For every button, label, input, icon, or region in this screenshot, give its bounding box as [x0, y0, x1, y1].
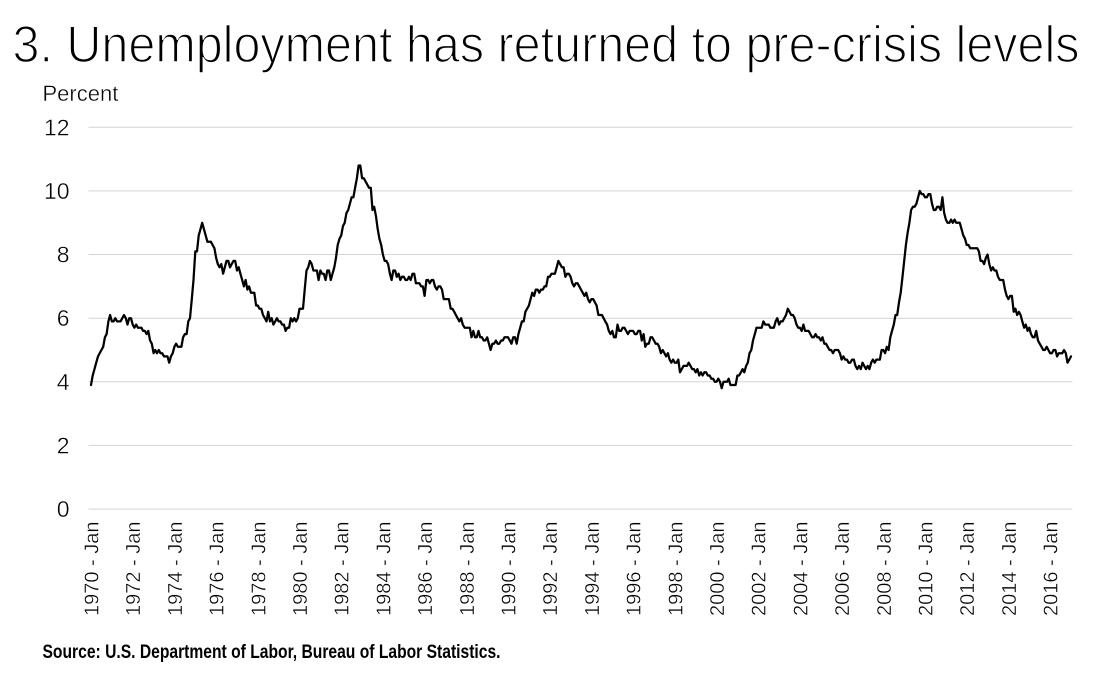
- svg-text:4: 4: [57, 369, 70, 395]
- svg-text:1980 - Jan: 1980 - Jan: [290, 521, 312, 616]
- svg-text:2014 - Jan: 2014 - Jan: [999, 521, 1021, 616]
- svg-text:1990 - Jan: 1990 - Jan: [499, 521, 521, 616]
- svg-text:Percent: Percent: [43, 81, 119, 106]
- svg-text:1970 - Jan: 1970 - Jan: [82, 521, 104, 616]
- svg-text:1996 - Jan: 1996 - Jan: [624, 521, 646, 616]
- svg-text:1994 - Jan: 1994 - Jan: [582, 521, 604, 616]
- svg-text:0: 0: [57, 496, 70, 522]
- svg-text:1972 - Jan: 1972 - Jan: [123, 521, 145, 616]
- svg-text:2010 - Jan: 2010 - Jan: [916, 521, 938, 616]
- svg-text:1986 - Jan: 1986 - Jan: [415, 521, 437, 616]
- svg-text:1992 - Jan: 1992 - Jan: [540, 521, 562, 616]
- svg-text:2006 - Jan: 2006 - Jan: [832, 521, 854, 616]
- svg-text:2008 - Jan: 2008 - Jan: [874, 521, 896, 616]
- svg-text:1974 - Jan: 1974 - Jan: [165, 521, 187, 616]
- svg-text:Source: U.S. Department of Lab: Source: U.S. Department of Labor, Bureau…: [43, 641, 501, 663]
- svg-text:1988 - Jan: 1988 - Jan: [457, 521, 479, 616]
- svg-text:1978 - Jan: 1978 - Jan: [248, 521, 270, 616]
- svg-text:2: 2: [57, 432, 70, 458]
- svg-text:3. Unemployment has returned t: 3. Unemployment has returned to pre-cris…: [13, 16, 1080, 74]
- svg-text:8: 8: [57, 242, 70, 268]
- svg-text:1998 - Jan: 1998 - Jan: [665, 521, 687, 616]
- svg-text:1982 - Jan: 1982 - Jan: [332, 521, 354, 616]
- svg-text:2002 - Jan: 2002 - Jan: [749, 521, 771, 616]
- svg-text:12: 12: [44, 114, 70, 140]
- svg-text:2000 - Jan: 2000 - Jan: [707, 521, 729, 616]
- svg-text:1976 - Jan: 1976 - Jan: [207, 521, 229, 616]
- svg-text:2004 - Jan: 2004 - Jan: [790, 521, 812, 616]
- svg-text:2016 - Jan: 2016 - Jan: [1041, 521, 1063, 616]
- svg-text:10: 10: [44, 178, 70, 204]
- svg-text:6: 6: [57, 305, 70, 331]
- svg-text:2012 - Jan: 2012 - Jan: [957, 521, 979, 616]
- svg-text:1984 - Jan: 1984 - Jan: [373, 521, 395, 616]
